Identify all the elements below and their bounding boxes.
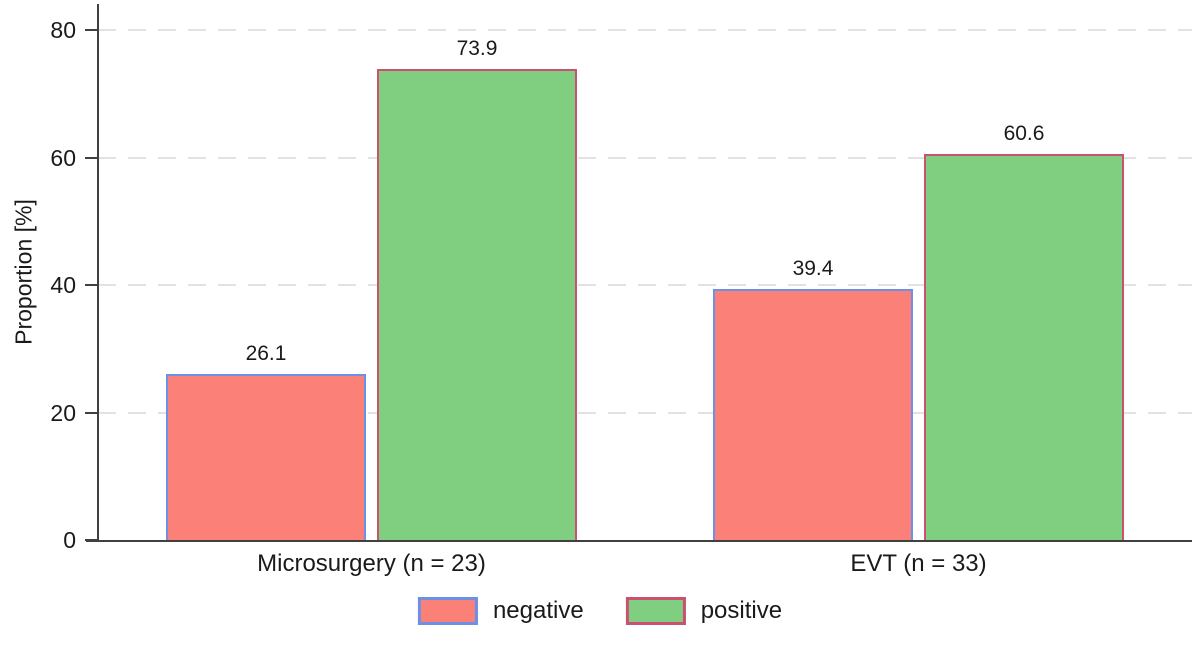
gridline-60 [98, 156, 1192, 159]
legend-label-negative: negative [492, 597, 584, 624]
y-tick-80 [85, 29, 97, 31]
value-label-positive-group1: 73.9 [456, 36, 498, 60]
y-tick-label-20: 20 [50, 399, 76, 426]
legend-item-negative: negative [417, 597, 584, 625]
value-label-negative-group2: 39.4 [792, 256, 834, 280]
y-tick-label-60: 60 [50, 144, 76, 171]
y-tick-0 [85, 539, 97, 541]
bar-negative-group1 [166, 373, 366, 540]
legend-swatch-negative [417, 597, 478, 625]
value-label-positive-group2: 60.6 [1003, 121, 1045, 145]
gridline-80 [98, 29, 1192, 31]
legend-swatch-positive [625, 597, 686, 625]
legend-item-positive: positive [625, 597, 783, 625]
value-label-negative-group1: 26.1 [245, 341, 287, 365]
x-category-label-1: Microsurgery (n = 23) [257, 550, 486, 577]
gridline-20 [98, 411, 1192, 414]
y-tick-40 [85, 284, 97, 286]
y-tick-label-80: 80 [50, 17, 76, 43]
y-axis-line [97, 4, 99, 542]
legend-label-positive: positive [700, 597, 783, 624]
y-tick-label-40: 40 [50, 272, 76, 298]
x-axis-line [86, 540, 1192, 542]
bar-positive-group2 [924, 153, 1124, 540]
y-tick-label-0: 0 [63, 527, 76, 553]
y-tick-60 [85, 156, 97, 159]
x-category-label-2: EVT (n = 33) [850, 550, 987, 577]
gridline-40 [98, 284, 1192, 286]
y-tick-20 [85, 411, 97, 414]
legend: negative positive [417, 597, 783, 625]
bar-negative-group2 [713, 288, 913, 540]
bar-positive-group1 [377, 68, 577, 540]
